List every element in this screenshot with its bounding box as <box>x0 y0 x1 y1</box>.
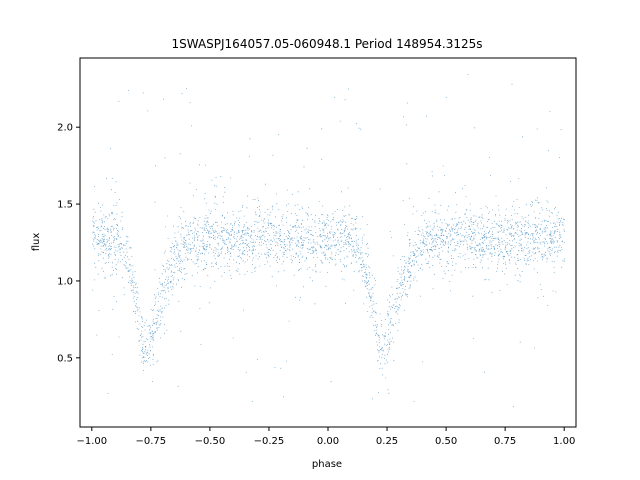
x-tick-label: 0.00 <box>317 436 339 447</box>
y-tick-label: 1.0 <box>57 276 73 287</box>
y-tick-label: 1.5 <box>57 200 73 211</box>
x-axis: −1.00 −0.75 −0.50 −0.25 0.00 0.25 0.50 0.75 1.00 <box>76 427 575 447</box>
x-tick-label: −1.00 <box>76 436 107 447</box>
x-tick-label: −0.50 <box>195 436 226 447</box>
chart-title: 1SWASPJ164057.05-060948.1 Period 148954.… <box>171 37 482 51</box>
y-tick-label: 2.0 <box>57 123 73 134</box>
y-tick-label: 0.5 <box>57 353 73 364</box>
data-points <box>92 74 565 408</box>
x-tick-label: −0.25 <box>254 436 285 447</box>
x-tick-label: 0.50 <box>435 436 457 447</box>
y-axis: 0.5 1.0 1.5 2.0 <box>57 123 80 364</box>
x-tick-label: 0.75 <box>494 436 516 447</box>
x-axis-label: phase <box>312 459 342 470</box>
x-tick-label: −0.75 <box>136 436 167 447</box>
y-axis-label: flux <box>31 233 42 252</box>
plot-frame <box>79 57 577 428</box>
scatter-points <box>92 74 565 408</box>
x-tick-label: 1.00 <box>553 436 575 447</box>
x-tick-label: 0.25 <box>376 436 398 447</box>
